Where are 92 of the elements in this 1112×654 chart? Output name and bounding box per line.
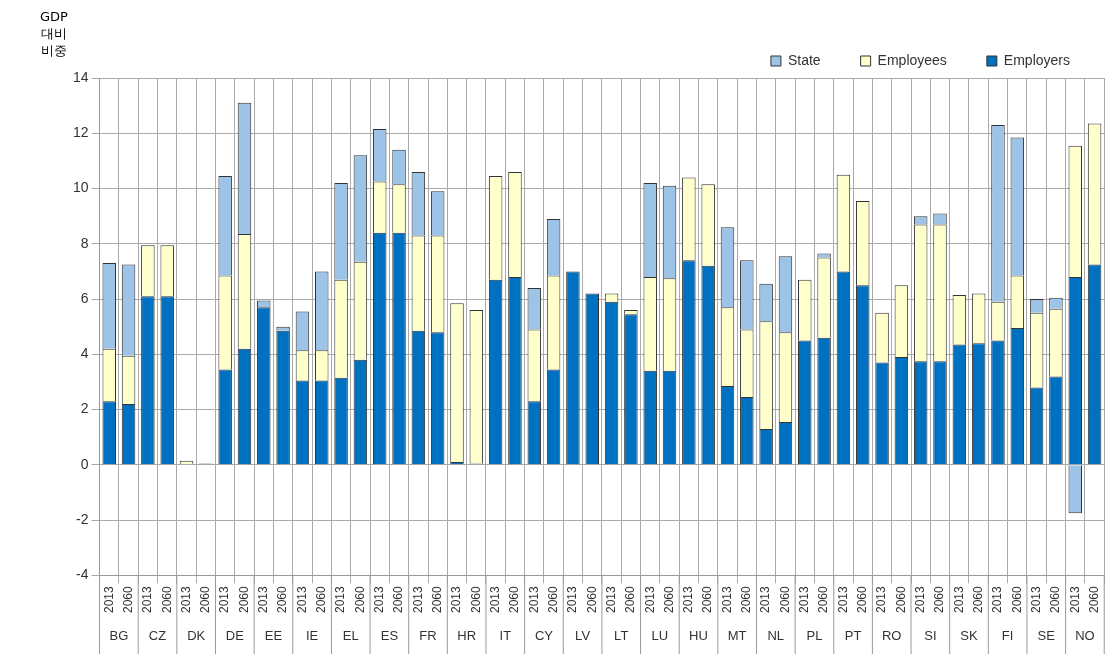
x-tick-label: 2013	[294, 585, 309, 614]
x-tick-label: 2013	[256, 585, 271, 614]
x-tick-label: 2060	[584, 585, 599, 614]
x-tick-label: 2060	[855, 585, 870, 614]
x-tick-label: 2013	[681, 585, 696, 614]
x-tick-label: 2060	[661, 585, 676, 614]
text: CY	[534, 627, 554, 643]
x-tick-label: 2060	[545, 585, 560, 614]
x-tick-label: 2060	[468, 585, 483, 614]
x-tick-label: 2060	[777, 585, 792, 614]
y-tick-label: 2	[80, 400, 89, 417]
y-tick-label: -4	[76, 566, 89, 583]
text: EL	[342, 627, 359, 643]
x-tick-label: 2013	[101, 585, 116, 614]
x-tick-label: 2013	[835, 585, 850, 614]
x-tick-label: 2060	[700, 585, 715, 614]
text: PT	[844, 627, 862, 643]
text: MT	[727, 627, 747, 643]
y-tick-label: 6	[80, 289, 89, 306]
x-tick-label: 2013	[1067, 585, 1082, 614]
x-tick-label: 2013	[758, 585, 773, 614]
x-tick-label: 2013	[1028, 585, 1043, 614]
text: HU	[689, 627, 708, 643]
text: DE	[225, 627, 245, 643]
x-tick-label: 2013	[990, 585, 1005, 614]
text: BG	[109, 627, 129, 643]
x-tick-label: 2013	[178, 585, 193, 614]
text: LU	[651, 627, 669, 643]
x-tick-label: 2013	[449, 585, 464, 614]
x-tick-label: 2060	[970, 585, 985, 614]
text: PL	[806, 627, 823, 643]
x-tick-label: 2013	[487, 585, 502, 614]
text: LV	[575, 627, 591, 643]
x-tick-label: 2060	[1009, 585, 1024, 614]
y-tick-label: 10	[72, 179, 89, 196]
x-tick-label: 2013	[719, 585, 734, 614]
x-tick-label: 2013	[874, 585, 889, 614]
x-tick-label: 2060	[893, 585, 908, 614]
x-tick-label: 2060	[120, 585, 135, 614]
x-tick-label: 2013	[603, 585, 618, 614]
text: EE	[264, 627, 283, 643]
x-tick-label: 2060	[314, 585, 329, 614]
text: FI	[1001, 627, 1014, 643]
text: IE	[305, 627, 319, 643]
x-tick-label: 2060	[198, 585, 213, 614]
text: LT	[614, 627, 629, 643]
x-tick-label: 2060	[159, 585, 174, 614]
x-tick-label: 2060	[275, 585, 290, 614]
y-tick-label: 14	[72, 68, 89, 85]
legend-label: Employers	[1003, 51, 1071, 68]
legend-label: State	[787, 51, 821, 68]
x-tick-label: 2060	[429, 585, 444, 614]
text: FR	[419, 627, 437, 643]
x-tick-label: 2013	[140, 585, 155, 614]
legend-label: Employees	[877, 51, 947, 68]
text: DK	[187, 627, 206, 643]
x-tick-label: 2060	[623, 585, 638, 614]
x-tick-label: 2013	[797, 585, 812, 614]
x-tick-label: 2060	[391, 585, 406, 614]
text: NL	[767, 627, 785, 643]
y-tick-label: 0	[80, 455, 89, 472]
text: HR	[457, 627, 477, 643]
text: SK	[960, 627, 978, 643]
x-tick-label: 2060	[932, 585, 947, 614]
x-tick-label: 2013	[913, 585, 928, 614]
x-tick-label: 2013	[333, 585, 348, 614]
text: NO	[1075, 627, 1095, 643]
x-tick-label: 2060	[1086, 585, 1101, 614]
y-tick-label: 8	[80, 234, 89, 251]
y-tick-label: 12	[72, 124, 89, 141]
x-tick-label: 2013	[642, 585, 657, 614]
x-tick-label: 2060	[352, 585, 367, 614]
x-tick-label: 2013	[951, 585, 966, 614]
text: ES	[380, 627, 399, 643]
text: SE	[1037, 627, 1056, 643]
y-axis-title: GDP 대비 비중	[40, 8, 68, 59]
x-tick-label: 2060	[507, 585, 522, 614]
y-tick-label: 4	[80, 345, 89, 362]
text: IT	[499, 627, 512, 643]
x-tick-label: 2013	[410, 585, 425, 614]
text: RO	[881, 627, 902, 643]
x-tick-label: 2013	[565, 585, 580, 614]
x-tick-label: 2013	[372, 585, 387, 614]
x-tick-label: 2060	[816, 585, 831, 614]
x-tick-label: 2060	[1048, 585, 1063, 614]
text: SI	[924, 627, 937, 643]
x-tick-label: 2060	[739, 585, 754, 614]
x-tick-label: 2060	[236, 585, 251, 614]
y-tick-label: -2	[76, 510, 89, 527]
x-tick-label: 2013	[217, 585, 232, 614]
text: CZ	[148, 627, 167, 643]
x-tick-label: 2013	[526, 585, 541, 614]
